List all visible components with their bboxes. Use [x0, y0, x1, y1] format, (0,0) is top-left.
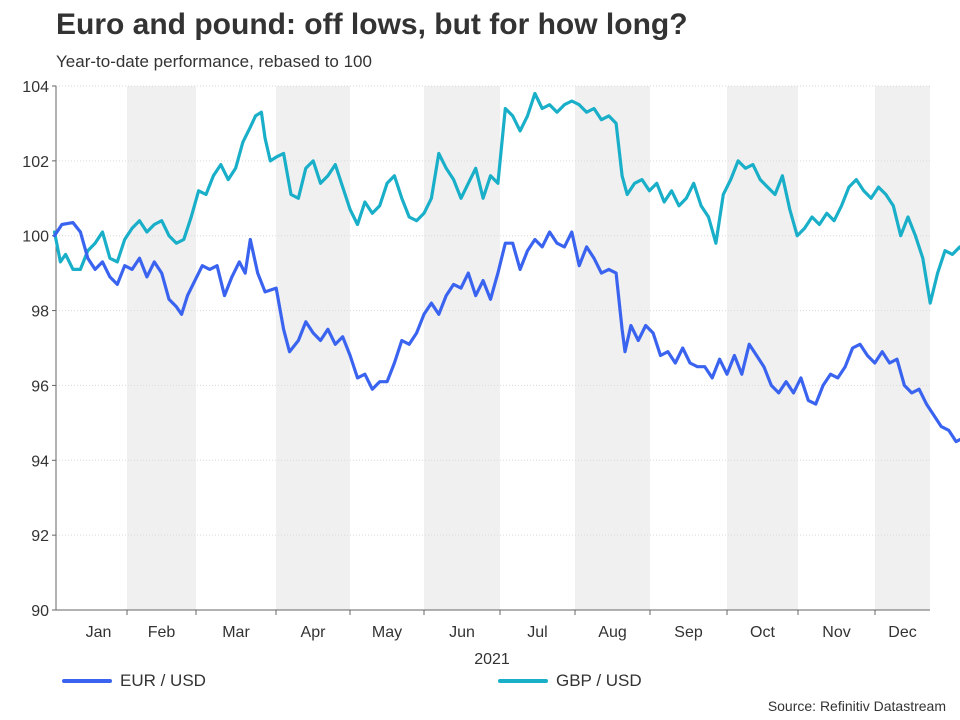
source-note: Source: Refinitiv Datastream	[767, 698, 946, 714]
legend-gbp-usd: GBP / USD	[498, 670, 642, 692]
month-bands	[127, 86, 930, 610]
legend-swatch-eur	[62, 679, 112, 683]
legend-label-eur: EUR / USD	[120, 671, 206, 690]
x-tick-label-feb: Feb	[148, 624, 176, 641]
y-tick-label-90: 90	[31, 603, 49, 620]
axes: 90 92 94 96 98 100 102 104 Jan Feb Mar Apr May Jun Jul…	[22, 79, 930, 641]
month-band-aug	[575, 86, 650, 610]
x-tick-label-apr: Apr	[301, 624, 327, 641]
x-tick-label-jun: Jun	[449, 624, 475, 641]
y-tick-label-100: 100	[22, 229, 49, 246]
chart-subtitle: Year-to-date performance, rebased to 100	[56, 52, 372, 71]
y-tick-label-104: 104	[22, 79, 49, 96]
month-band-feb	[127, 86, 196, 610]
legend-label-gbp: GBP / USD	[556, 671, 642, 690]
x-tick-label-jan: Jan	[86, 624, 112, 641]
x-tick-label-may: May	[372, 624, 402, 641]
legend-eur-usd: EUR / USD	[62, 670, 206, 692]
x-tick-label-dec: Dec	[888, 624, 916, 641]
year-label: 2021	[474, 651, 510, 668]
x-tick-label-mar: Mar	[222, 624, 250, 641]
x-tick-label-jul: Jul	[527, 624, 547, 641]
x-tick-label-aug: Aug	[598, 624, 626, 641]
month-band-oct	[727, 86, 798, 610]
month-band-dec	[875, 86, 930, 610]
y-tick-label-96: 96	[31, 378, 49, 395]
x-tick-label-sep: Sep	[674, 624, 703, 641]
series-line-eur-usd	[52, 221, 960, 444]
x-tick-label-oct: Oct	[750, 624, 775, 641]
chart-title: Euro and pound: off lows, but for how lo…	[56, 8, 688, 41]
y-tick-label-92: 92	[31, 528, 49, 545]
x-tick-label-nov: Nov	[822, 624, 850, 641]
series-lines	[52, 91, 960, 444]
y-tick-label-102: 102	[22, 154, 49, 171]
y-tick-label-98: 98	[31, 304, 49, 321]
y-tick-label-94: 94	[31, 453, 49, 470]
legend-swatch-gbp	[498, 679, 548, 683]
series-line-gbp-usd	[52, 91, 960, 305]
